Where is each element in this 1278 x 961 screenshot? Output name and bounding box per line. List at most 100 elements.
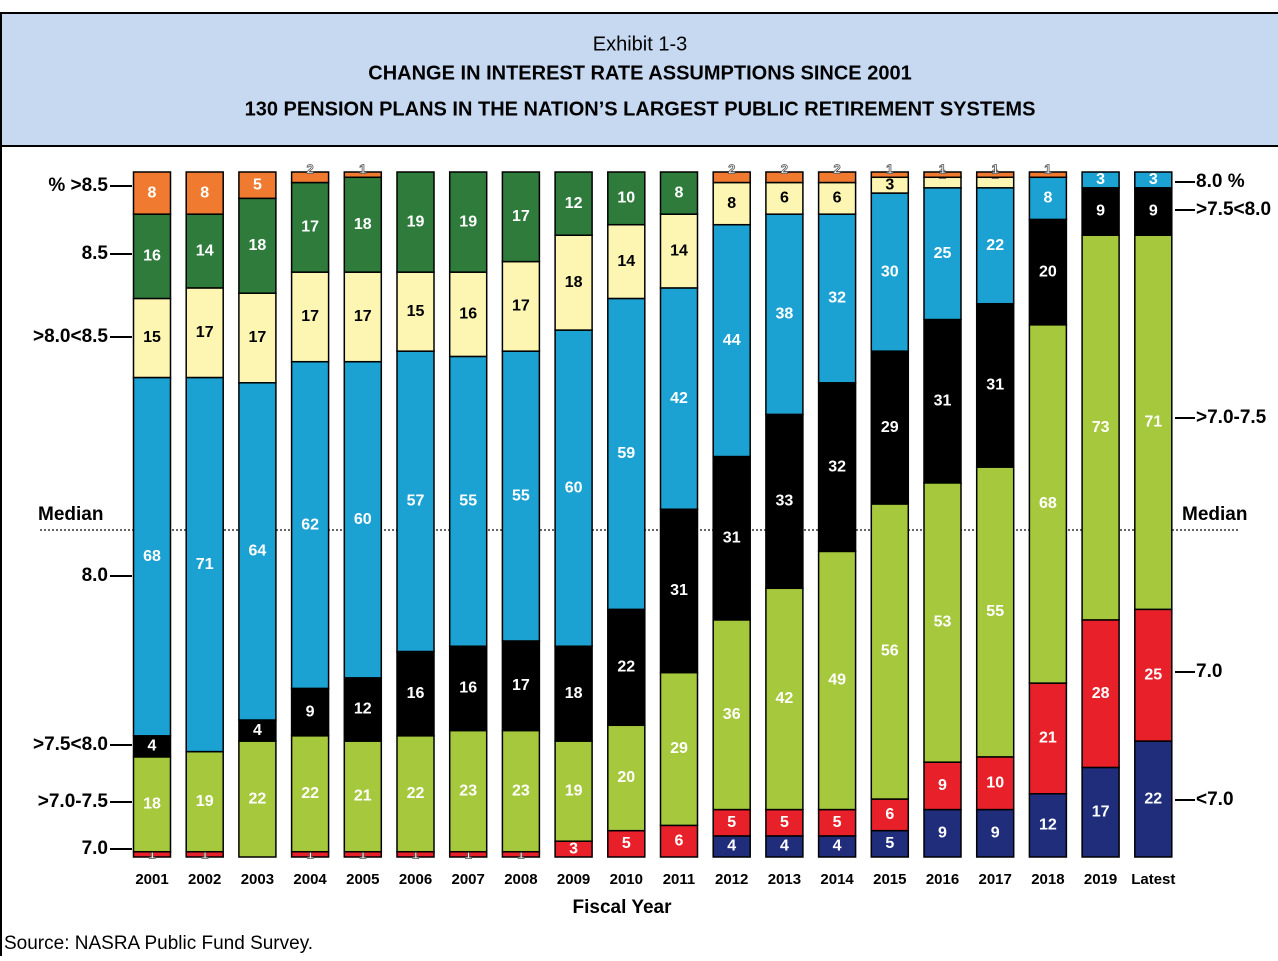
bar-segment bbox=[975, 808, 1015, 858]
bar-segment bbox=[817, 181, 857, 215]
bar-segment bbox=[290, 271, 330, 363]
data-label: 17 bbox=[354, 308, 372, 325]
right-axis-label: <7.0 bbox=[1196, 789, 1234, 810]
data-label: 42 bbox=[776, 690, 794, 707]
data-label: 68 bbox=[143, 548, 161, 565]
data-label: 12 bbox=[354, 701, 372, 718]
data-label: 55 bbox=[459, 493, 477, 510]
bar-segment bbox=[132, 297, 172, 379]
bar-segment bbox=[343, 271, 383, 363]
bar-segment bbox=[290, 687, 330, 737]
bar-segment bbox=[923, 482, 962, 763]
data-label: 17 bbox=[512, 208, 530, 225]
data-label: 22 bbox=[1144, 790, 1162, 807]
x-tick-label: 2006 bbox=[399, 871, 432, 888]
bar-segment bbox=[343, 176, 383, 273]
data-label: 30 bbox=[881, 263, 899, 280]
data-label: 16 bbox=[459, 305, 477, 322]
data-label: 6 bbox=[885, 806, 894, 823]
bar-segment bbox=[501, 350, 541, 642]
bar-segment bbox=[712, 808, 751, 837]
x-tick-label: 2007 bbox=[452, 871, 485, 888]
left-axis-label: % >8.5 bbox=[48, 175, 108, 196]
bar-segment bbox=[290, 360, 330, 690]
data-label: 32 bbox=[828, 290, 846, 307]
data-label: 6 bbox=[780, 190, 789, 207]
data-label: 32 bbox=[828, 458, 846, 475]
chart-title: Exhibit 1-3 bbox=[593, 33, 688, 55]
bar-segment bbox=[817, 213, 857, 384]
x-tick-label: 2012 bbox=[715, 871, 748, 888]
x-tick-label: 2017 bbox=[979, 871, 1012, 888]
bar-segment bbox=[448, 171, 488, 273]
data-label: 49 bbox=[828, 672, 846, 689]
data-label: 2 bbox=[306, 161, 313, 176]
data-label: 44 bbox=[723, 332, 741, 349]
data-label: 1 bbox=[201, 846, 208, 861]
left-axis-label: 8.0 bbox=[82, 565, 108, 586]
right-axis-label: >7.0-7.5 bbox=[1196, 407, 1267, 428]
data-label: 55 bbox=[986, 603, 1004, 620]
bar-segment bbox=[132, 171, 172, 215]
data-label: 9 bbox=[938, 777, 947, 794]
x-tick-label: 2003 bbox=[241, 871, 274, 888]
bar-segment bbox=[238, 292, 277, 384]
bar-segment bbox=[817, 550, 857, 811]
data-label: 57 bbox=[407, 493, 425, 510]
data-label: 3 bbox=[1096, 171, 1105, 188]
data-label: 71 bbox=[196, 556, 214, 573]
data-label: 6 bbox=[675, 832, 684, 849]
data-label: 4 bbox=[833, 838, 842, 855]
data-label: 5 bbox=[622, 835, 631, 852]
bar-segment bbox=[238, 171, 277, 200]
data-label: 38 bbox=[776, 305, 794, 322]
x-tick-label: Latest bbox=[1131, 871, 1175, 888]
bar-segment bbox=[659, 671, 699, 827]
data-label: 71 bbox=[1144, 414, 1162, 431]
data-label: 19 bbox=[565, 782, 583, 799]
data-label: 3 bbox=[885, 176, 894, 193]
left-axis-label: >7.0-7.5 bbox=[38, 791, 109, 812]
bar-segment bbox=[185, 213, 224, 289]
data-label: 5 bbox=[727, 814, 736, 831]
bar-segment bbox=[238, 740, 277, 858]
data-label: 2 bbox=[781, 161, 788, 176]
data-label: 17 bbox=[1092, 803, 1110, 820]
bar-segment bbox=[343, 171, 383, 179]
data-label: 14 bbox=[617, 253, 635, 270]
bar-segment bbox=[501, 729, 541, 853]
left-axis-label: 8.5 bbox=[82, 243, 109, 264]
data-label: 15 bbox=[407, 303, 425, 320]
data-label: 68 bbox=[1039, 495, 1057, 512]
bar-segment bbox=[501, 171, 541, 263]
bar-segment bbox=[1028, 682, 1068, 795]
data-label: 4 bbox=[253, 722, 262, 739]
right-axis-label: Median bbox=[1182, 504, 1247, 525]
data-label: 42 bbox=[670, 390, 688, 407]
bar-segment bbox=[659, 824, 699, 858]
data-label: 23 bbox=[512, 782, 530, 799]
bar-segment bbox=[1134, 740, 1173, 858]
data-label: 17 bbox=[301, 219, 319, 236]
data-label: 1 bbox=[412, 846, 419, 861]
bar-segment bbox=[554, 171, 593, 236]
data-label: 8 bbox=[675, 184, 684, 201]
data-label: 56 bbox=[881, 643, 899, 660]
x-axis-label: Fiscal Year bbox=[573, 897, 673, 918]
bar-segment bbox=[975, 756, 1015, 811]
x-tick-label: 2005 bbox=[346, 871, 379, 888]
data-label: 15 bbox=[143, 329, 161, 346]
header bbox=[0, 12, 1278, 147]
bar-segment bbox=[185, 287, 224, 379]
bar-segment bbox=[607, 171, 646, 226]
bar-segment bbox=[607, 608, 646, 727]
chart-subtitle: CHANGE IN INTEREST RATE ASSUMPTIONS SINC… bbox=[368, 62, 911, 84]
x-tick-label: 2004 bbox=[293, 871, 327, 888]
data-label: 8 bbox=[200, 184, 209, 201]
data-label: 8 bbox=[727, 195, 736, 212]
bar-segment bbox=[923, 187, 962, 321]
data-label: 4 bbox=[148, 738, 157, 755]
data-label: 14 bbox=[196, 242, 214, 259]
right-axis-label: 8.0 % bbox=[1196, 171, 1245, 192]
data-label: 12 bbox=[1039, 817, 1057, 834]
